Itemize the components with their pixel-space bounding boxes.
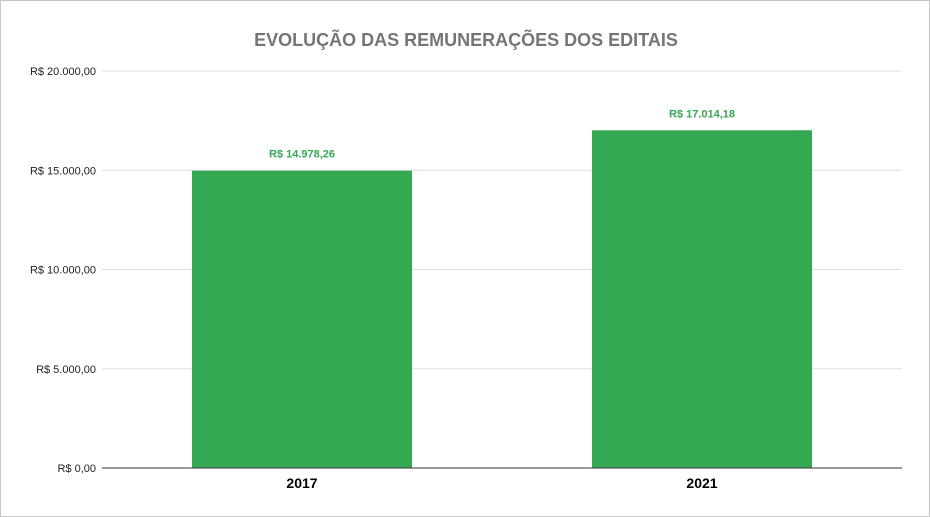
bar-2021 [592, 130, 812, 468]
data-label-2021: R$ 17.014,18 [669, 108, 735, 120]
bar-2017 [192, 170, 412, 469]
data-labels: R$ 14.978,26 R$ 17.014,18 [269, 108, 735, 160]
y-axis-tick-labels: R$ 0,00 R$ 5.000,00 R$ 10.000,00 R$ 15.000,… [30, 66, 96, 475]
y-tick-label: R$ 0,00 [57, 463, 96, 475]
x-tick-label-2021: 2021 [686, 475, 717, 491]
y-tick-label: R$ 15.000,00 [30, 165, 96, 177]
chart-title: EVOLUÇÃO DAS REMUNERAÇÕES DOS EDITAIS [254, 29, 678, 50]
y-tick-label: R$ 20.000,00 [30, 66, 96, 78]
y-tick-label: R$ 5.000,00 [36, 364, 96, 376]
x-axis-tick-labels: 2017 2021 [286, 475, 717, 491]
bars [192, 130, 812, 469]
y-tick-label: R$ 10.000,00 [30, 265, 96, 277]
x-tick-label-2017: 2017 [286, 475, 317, 491]
data-label-2017: R$ 14.978,26 [269, 149, 335, 161]
